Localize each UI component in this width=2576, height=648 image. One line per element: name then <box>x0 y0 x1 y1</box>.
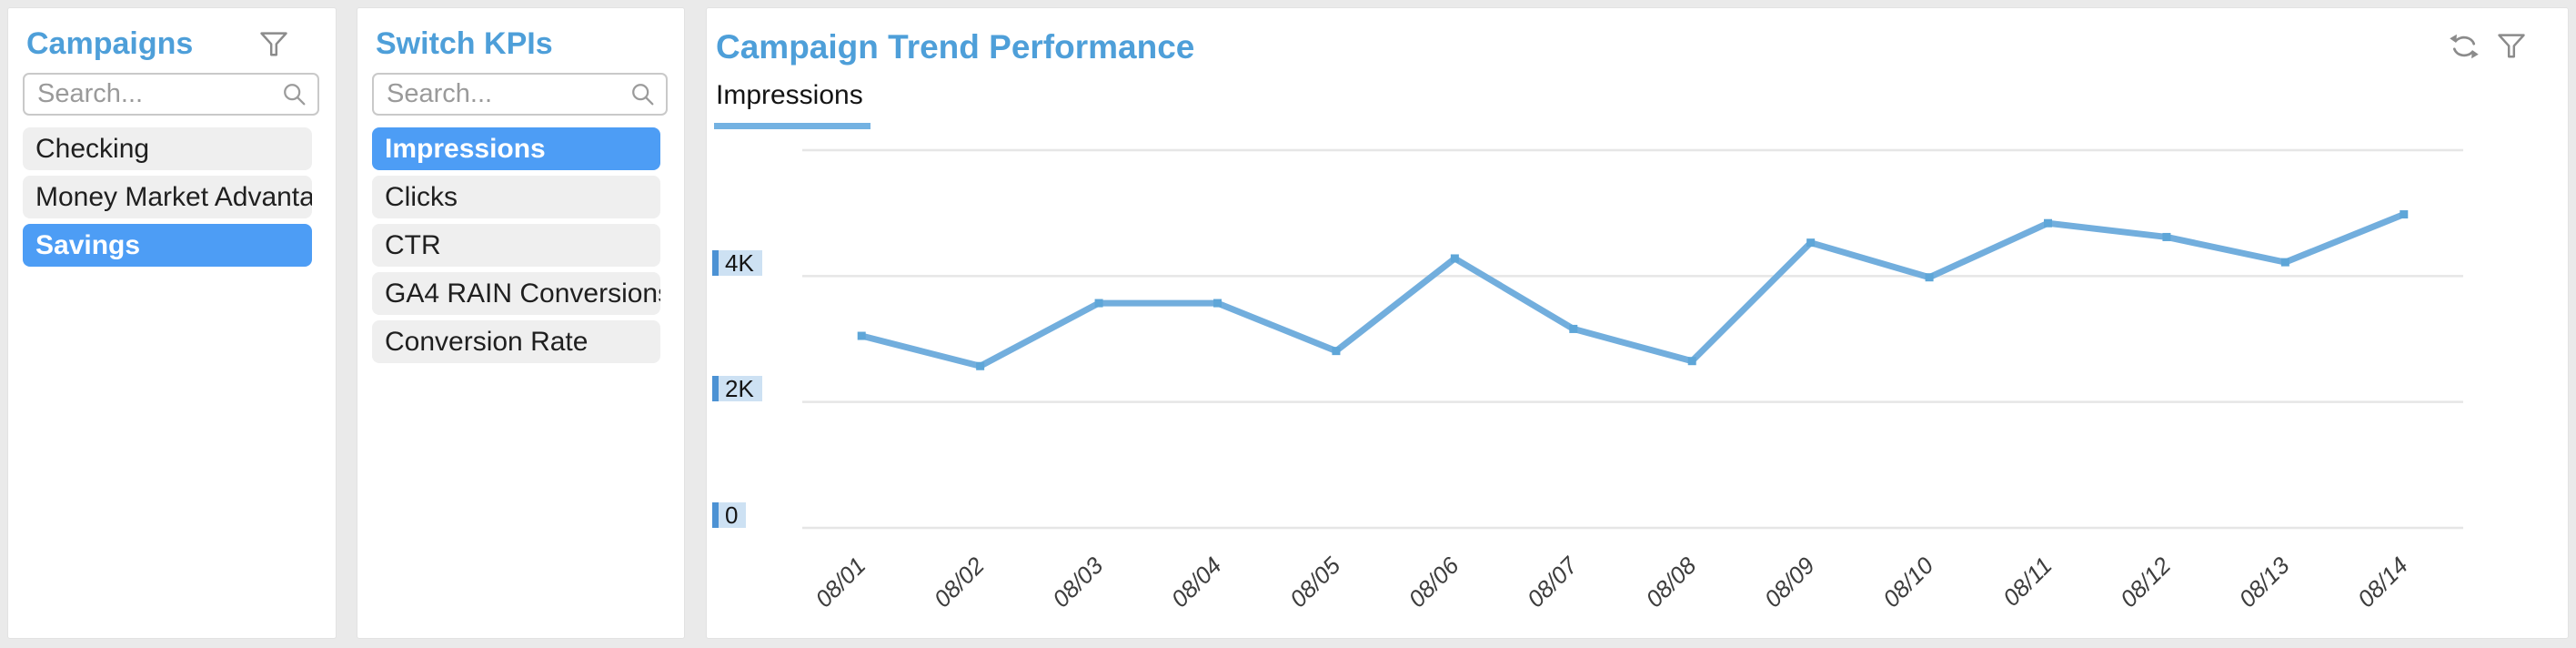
kpi-item-clicks[interactable]: Clicks <box>372 176 660 218</box>
kpi-item-ga4-rain-conversions[interactable]: GA4 RAIN Conversions <box>372 272 660 315</box>
data-point-marker[interactable] <box>1925 273 1934 282</box>
chart-title: Campaign Trend Performance <box>716 28 1195 66</box>
campaigns-panel-title: Campaigns <box>26 26 194 61</box>
campaigns-search <box>23 73 319 116</box>
data-point-marker[interactable] <box>2044 218 2052 228</box>
y-axis-tick-0: 0 <box>712 501 747 528</box>
data-point-marker[interactable] <box>2162 232 2171 241</box>
data-point-marker[interactable] <box>1094 299 1103 308</box>
kpi-item-conversion-rate[interactable]: Conversion Rate <box>372 320 660 363</box>
campaign-item-checking[interactable]: Checking <box>23 127 312 170</box>
data-point-marker[interactable] <box>857 331 866 340</box>
data-point-marker[interactable] <box>1569 324 1578 333</box>
search-icon <box>632 84 654 106</box>
sync-icon[interactable] <box>2448 30 2480 63</box>
campaigns-search-input[interactable] <box>25 75 317 114</box>
x-axis-label: 08/05 <box>1284 552 1346 613</box>
x-axis-label: 08/07 <box>1522 551 1584 613</box>
x-axis-label: 08/09 <box>1759 552 1820 613</box>
y-axis-tick-4k: 4K <box>712 249 762 276</box>
search-icon <box>284 84 306 106</box>
data-point-marker[interactable] <box>1450 254 1459 263</box>
x-axis-label: 08/04 <box>1166 552 1227 613</box>
chart-panel: Campaign Trend Performance Impressions 0… <box>706 7 2569 639</box>
funnel-icon[interactable] <box>257 28 290 61</box>
campaign-item-savings[interactable]: Savings <box>23 224 312 267</box>
kpi-item-ctr[interactable]: CTR <box>372 224 660 267</box>
kpis-search <box>372 73 668 116</box>
x-axis-label: 08/08 <box>1640 552 1702 613</box>
campaigns-panel: Campaigns Checking Money Market Advantage… <box>7 7 337 639</box>
data-point-marker[interactable] <box>1687 357 1696 366</box>
x-axis-label: 08/02 <box>929 552 991 613</box>
funnel-icon[interactable] <box>2495 30 2528 63</box>
data-point-marker[interactable] <box>2400 210 2409 219</box>
x-axis-label: 08/10 <box>1877 552 1939 613</box>
x-axis-label: 08/14 <box>2352 552 2413 613</box>
kpis-list: Impressions Clicks CTR GA4 RAIN Conversions… <box>372 127 660 369</box>
x-axis-label: 08/11 <box>1997 552 2058 612</box>
chart-line <box>858 211 2408 370</box>
tab-impressions[interactable]: Impressions <box>714 80 870 129</box>
data-point-marker[interactable] <box>976 361 985 370</box>
kpis-panel-title: Switch KPIs <box>376 26 553 61</box>
trend-line-chart: 08/01 08/02 08/03 08/04 08/05 08/06 08/07 08/08… <box>802 148 2463 613</box>
data-point-marker[interactable] <box>1213 299 1222 308</box>
x-axis-label: 08/06 <box>1403 552 1464 613</box>
data-point-marker[interactable] <box>1806 238 1816 248</box>
data-point-marker[interactable] <box>1332 347 1341 356</box>
kpis-search-input[interactable] <box>374 75 666 114</box>
data-point-marker[interactable] <box>2280 258 2289 267</box>
kpis-panel: Switch KPIs Impressions Clicks CTR GA4 RAIN… <box>357 7 685 639</box>
x-axis-label: 08/12 <box>2115 552 2177 613</box>
x-axis-label: 08/03 <box>1047 552 1109 613</box>
x-axis-label: 08/13 <box>2233 552 2295 613</box>
campaigns-list: Checking Money Market Advantage Savings <box>23 127 312 272</box>
kpi-item-impressions[interactable]: Impressions <box>372 127 660 170</box>
campaign-item-money-market-advantage[interactable]: Money Market Advantage <box>23 176 312 218</box>
x-axis-label: 08/01 <box>810 552 870 613</box>
y-axis-tick-2k: 2K <box>712 376 762 402</box>
